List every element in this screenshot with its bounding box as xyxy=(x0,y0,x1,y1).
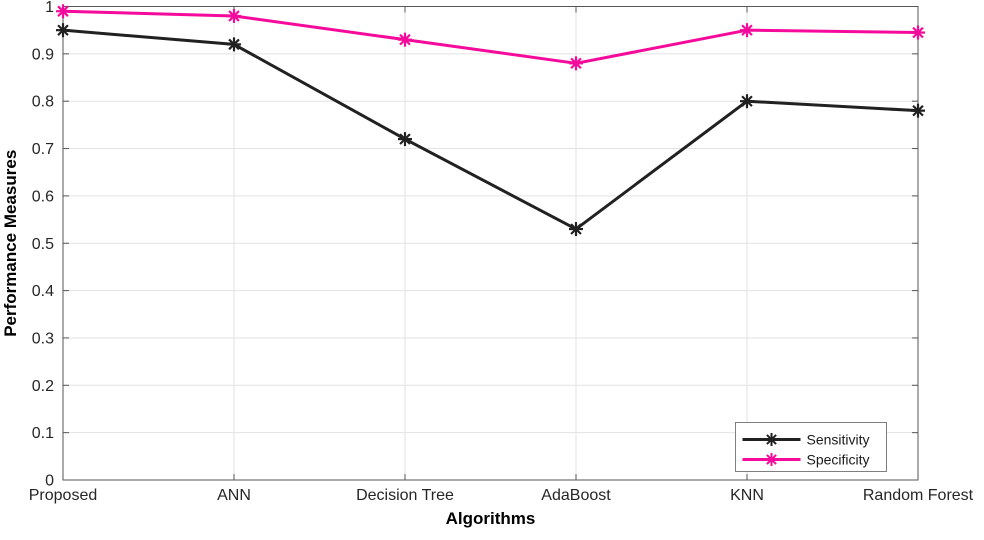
specificity-marker xyxy=(398,32,412,47)
specificity-marker xyxy=(911,25,925,40)
legend-label: Sensitivity xyxy=(807,432,870,448)
asterisk-arm xyxy=(912,104,924,117)
asterisk-arm xyxy=(912,26,924,39)
x-tick-label: Decision Tree xyxy=(356,487,454,504)
asterisk-arm xyxy=(399,33,411,46)
legend: Sensitivity Specificity xyxy=(735,422,887,472)
x-tick-label: Proposed xyxy=(29,487,98,504)
y-tick-label: 0.2 xyxy=(32,378,54,395)
legend-box xyxy=(735,422,887,472)
sensitivity-line xyxy=(62,28,919,231)
y-tick-label: 0.5 xyxy=(32,236,54,253)
sensitivity-marker xyxy=(911,103,925,118)
sensitivity-marker xyxy=(227,37,241,52)
specificity-marker xyxy=(569,56,583,71)
y-tick-label: 0 xyxy=(45,473,54,490)
y-tick-label: 0.1 xyxy=(32,425,54,442)
y-tick-label: 0.6 xyxy=(32,188,54,205)
asterisk-arm xyxy=(399,133,411,145)
y-axis-label: Performance Measures xyxy=(1,150,20,337)
asterisk-arm xyxy=(766,454,777,465)
asterisk-arm xyxy=(57,5,69,17)
specificity-marker xyxy=(227,8,241,23)
gridlines xyxy=(63,6,918,480)
x-tick-label: Random Forest xyxy=(863,487,974,504)
asterisk-arm xyxy=(570,57,582,70)
y-tick-label: 0.4 xyxy=(32,283,54,300)
asterisk-arm xyxy=(57,24,69,36)
sensitivity-marker xyxy=(398,132,412,147)
legend-entry-specificity: Specificity xyxy=(742,452,870,468)
data-series xyxy=(56,4,925,237)
y-tick-label: 0.9 xyxy=(32,46,54,63)
asterisk-arm xyxy=(741,95,753,107)
x-tick-label: AdaBoost xyxy=(541,487,611,504)
y-tick-label: 0.8 xyxy=(32,94,54,111)
specificity-marker xyxy=(56,4,70,19)
asterisk-arm xyxy=(570,223,582,235)
sensitivity-marker xyxy=(740,94,754,109)
asterisk-arm xyxy=(228,10,240,22)
legend-marker xyxy=(765,433,778,446)
x-tick-labels: Proposed ANN Decision Tree AdaBoost KNN Rando… xyxy=(29,487,974,504)
specificity-marker xyxy=(740,23,754,38)
sensitivity-marker xyxy=(56,23,70,38)
x-tick-label: ANN xyxy=(217,487,251,504)
legend-marker xyxy=(765,453,778,466)
plot-border xyxy=(62,6,919,481)
y-tick-label: 1 xyxy=(45,0,54,16)
sensitivity-marker xyxy=(569,222,583,237)
asterisk-arm xyxy=(228,38,240,51)
x-axis-label: Algorithms xyxy=(446,509,536,528)
asterisk-arm xyxy=(741,24,753,36)
y-tick-label: 0.7 xyxy=(32,141,54,158)
legend-label: Specificity xyxy=(807,452,870,468)
legend-entry-sensitivity: Sensitivity xyxy=(742,432,870,448)
x-tick-label: KNN xyxy=(730,487,764,504)
y-tick-label: 0.3 xyxy=(32,330,54,347)
y-tick-labels: 0 0.1 0.2 0.3 0.4 0.5 0.6 0.7 0.8 0.9 1 xyxy=(32,0,54,490)
asterisk-arm xyxy=(766,434,777,445)
specificity-line xyxy=(62,9,919,65)
